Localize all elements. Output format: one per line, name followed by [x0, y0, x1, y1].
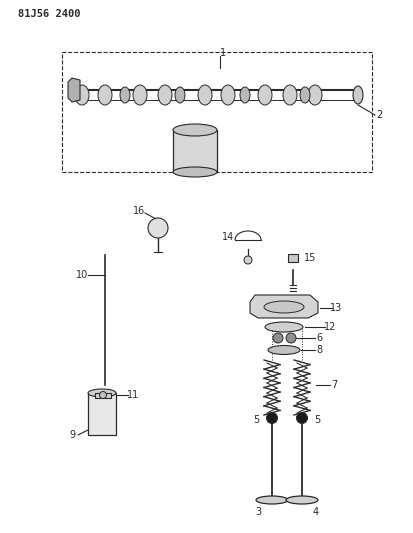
Circle shape: [297, 413, 308, 424]
Ellipse shape: [268, 345, 300, 354]
Polygon shape: [250, 295, 318, 318]
Ellipse shape: [353, 86, 363, 104]
Ellipse shape: [133, 85, 147, 105]
Text: 7: 7: [331, 380, 337, 390]
Ellipse shape: [308, 85, 322, 105]
Circle shape: [244, 256, 252, 264]
Ellipse shape: [240, 87, 250, 103]
Bar: [95, 393, 111, 398]
Circle shape: [266, 413, 278, 424]
Text: 8: 8: [316, 345, 322, 355]
Text: 12: 12: [324, 322, 336, 332]
Circle shape: [273, 333, 283, 343]
Text: 2: 2: [376, 110, 382, 120]
Text: 9: 9: [69, 430, 75, 440]
Circle shape: [100, 392, 107, 399]
Bar: [88, 393, 116, 435]
Text: 16: 16: [133, 206, 145, 216]
Circle shape: [286, 333, 296, 343]
Ellipse shape: [173, 167, 217, 177]
Text: 14: 14: [222, 232, 234, 242]
Text: 4: 4: [313, 507, 319, 517]
Circle shape: [148, 218, 168, 238]
Text: 10: 10: [76, 270, 88, 280]
Bar: [288, 254, 298, 262]
Text: 3: 3: [255, 507, 261, 517]
Ellipse shape: [75, 85, 89, 105]
Ellipse shape: [120, 87, 130, 103]
Ellipse shape: [264, 301, 304, 313]
Text: 11: 11: [127, 390, 139, 400]
Polygon shape: [68, 78, 80, 102]
Ellipse shape: [198, 85, 212, 105]
Ellipse shape: [300, 87, 310, 103]
Text: 13: 13: [330, 303, 342, 313]
Ellipse shape: [283, 85, 297, 105]
Text: 15: 15: [304, 253, 316, 263]
Text: 1: 1: [220, 48, 226, 58]
Ellipse shape: [265, 322, 303, 332]
Text: 6: 6: [316, 333, 322, 343]
Text: 81J56 2400: 81J56 2400: [18, 9, 81, 19]
Ellipse shape: [158, 85, 172, 105]
Ellipse shape: [175, 87, 185, 103]
Ellipse shape: [88, 389, 116, 397]
Bar: [173, 130, 217, 172]
Text: 5: 5: [253, 415, 259, 425]
Ellipse shape: [286, 496, 318, 504]
Ellipse shape: [221, 85, 235, 105]
Ellipse shape: [173, 124, 217, 136]
Ellipse shape: [258, 85, 272, 105]
Ellipse shape: [98, 85, 112, 105]
Text: 5: 5: [314, 415, 320, 425]
Bar: [62, 52, 372, 172]
Ellipse shape: [256, 496, 288, 504]
